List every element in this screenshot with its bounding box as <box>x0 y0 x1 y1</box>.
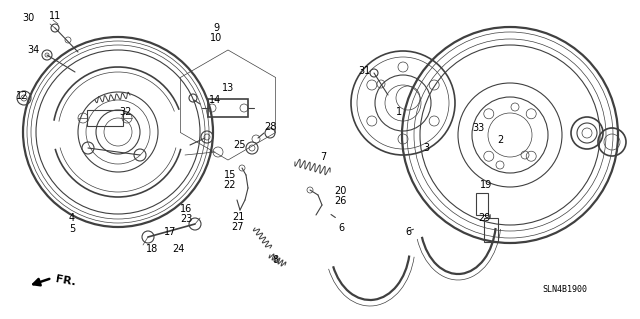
Text: 14: 14 <box>209 95 221 105</box>
Text: 8: 8 <box>272 255 278 265</box>
Text: 11: 11 <box>49 11 61 21</box>
Text: 5: 5 <box>69 224 75 234</box>
Text: 20: 20 <box>334 186 346 196</box>
Text: FR.: FR. <box>55 274 77 288</box>
Bar <box>87 110 123 126</box>
Text: 31: 31 <box>358 66 370 76</box>
Text: 16: 16 <box>180 204 192 214</box>
Text: 18: 18 <box>146 244 158 254</box>
Text: 1: 1 <box>396 107 402 117</box>
Text: 28: 28 <box>264 122 276 132</box>
Bar <box>208 99 248 117</box>
Text: 27: 27 <box>232 222 244 232</box>
Bar <box>484 218 498 242</box>
Text: 22: 22 <box>224 180 236 190</box>
Text: SLN4B1900: SLN4B1900 <box>543 286 588 294</box>
Text: 10: 10 <box>210 33 222 43</box>
Text: 15: 15 <box>224 170 236 180</box>
Text: 6: 6 <box>338 223 344 233</box>
Text: 4: 4 <box>69 213 75 223</box>
Text: 34: 34 <box>27 45 39 55</box>
Text: 3: 3 <box>423 143 429 153</box>
Text: 6: 6 <box>405 227 411 237</box>
Text: 23: 23 <box>180 214 192 224</box>
Text: 24: 24 <box>172 244 184 254</box>
Text: 25: 25 <box>234 140 246 150</box>
Text: 33: 33 <box>472 123 484 133</box>
Text: 26: 26 <box>334 196 346 206</box>
Text: 21: 21 <box>232 212 244 222</box>
Text: 7: 7 <box>320 152 326 162</box>
Text: 19: 19 <box>480 180 492 190</box>
Text: 17: 17 <box>164 227 176 237</box>
Text: 12: 12 <box>16 91 28 101</box>
Text: 2: 2 <box>497 135 503 145</box>
Bar <box>476 193 488 215</box>
Text: 30: 30 <box>22 13 34 23</box>
Text: 13: 13 <box>222 83 234 93</box>
Text: 32: 32 <box>119 107 131 117</box>
Text: 9: 9 <box>213 23 219 33</box>
Text: 29: 29 <box>478 213 490 223</box>
